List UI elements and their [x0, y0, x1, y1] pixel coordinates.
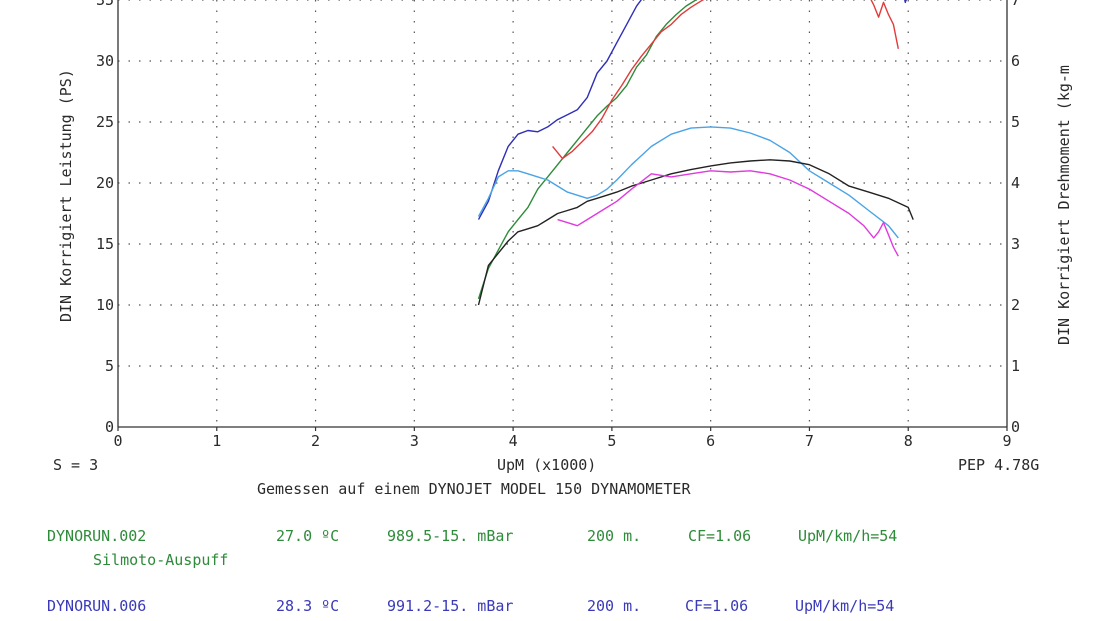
y-tick-label-right: 0	[1011, 418, 1020, 436]
run-temperature: 27.0 ºC	[276, 527, 340, 545]
y-tick-label-left: 10	[96, 296, 114, 314]
run-altitude: 200 m.	[587, 597, 642, 615]
y-tick-label-right: 3	[1011, 235, 1020, 253]
y-tick-label-left: 5	[105, 357, 114, 375]
run-ratio: UpM/km/h=54	[798, 527, 898, 545]
series-lines	[477, 0, 914, 306]
y-tick-label-left: 15	[96, 235, 114, 253]
axes	[117, 0, 1008, 431]
run-ratio: UpM/km/h=54	[795, 597, 895, 615]
series-line-7	[477, 159, 914, 306]
x-tick-label: 1	[212, 432, 221, 450]
run-altitude: 200 m.	[587, 527, 642, 545]
series-line-6	[477, 126, 899, 239]
series-line-8	[557, 170, 899, 257]
y-tick-label-right: 5	[1011, 113, 1020, 131]
run-pressure: 989.5-15. mBar	[387, 527, 514, 545]
pep-value: PEP 4.78G	[958, 456, 1040, 474]
x-tick-label: 0	[113, 432, 122, 450]
run-cf: CF=1.06	[685, 597, 749, 615]
series-line-5	[904, 0, 907, 4]
run-temperature: 28.3 ºC	[276, 597, 340, 615]
run-cf: CF=1.06	[688, 527, 752, 545]
run-note: Silmoto-Auspuff	[93, 551, 229, 569]
series-line-3	[552, 0, 705, 160]
x-tick-label: 9	[1002, 432, 1011, 450]
y-tick-label-left: 30	[96, 52, 114, 70]
y-tick-label-left: 35	[96, 0, 114, 9]
series-line-1	[477, 0, 642, 220]
run-name: DYNORUN.002	[47, 527, 147, 545]
x-tick-label: 3	[410, 432, 419, 450]
x-tick-label: 2	[311, 432, 320, 450]
y-axis-label-left: DIN Korrigiert Leistung (PS)	[57, 69, 75, 322]
y-tick-label-right: 6	[1011, 52, 1020, 70]
y-tick-label-right: 2	[1011, 296, 1020, 314]
x-tick-label: 8	[904, 432, 913, 450]
y-tick-label-left: 0	[105, 418, 114, 436]
series-line-4	[870, 0, 899, 49]
y-axis-label-right: DIN Korrigiert Drehmoment (kg-m	[1055, 65, 1073, 345]
x-tick-label: 6	[706, 432, 715, 450]
s-value: S = 3	[53, 456, 99, 474]
grid	[118, 0, 1007, 427]
chart-caption: Gemessen auf einem DYNOJET MODEL 150 DYN…	[257, 480, 691, 498]
x-tick-label: 5	[607, 432, 616, 450]
y-tick-label-left: 20	[96, 174, 114, 192]
y-tick-label-right: 4	[1011, 174, 1020, 192]
x-tick-label: 7	[805, 432, 814, 450]
run-pressure: 991.2-15. mBar	[387, 597, 514, 615]
x-axis-label: UpM (x1000)	[497, 456, 597, 474]
x-tick-label: 4	[509, 432, 518, 450]
series-line-2	[477, 0, 698, 300]
y-tick-label-left: 25	[96, 113, 114, 131]
run-name: DYNORUN.006	[47, 597, 147, 615]
y-tick-label-right: 7	[1011, 0, 1020, 9]
y-tick-label-right: 1	[1011, 357, 1020, 375]
